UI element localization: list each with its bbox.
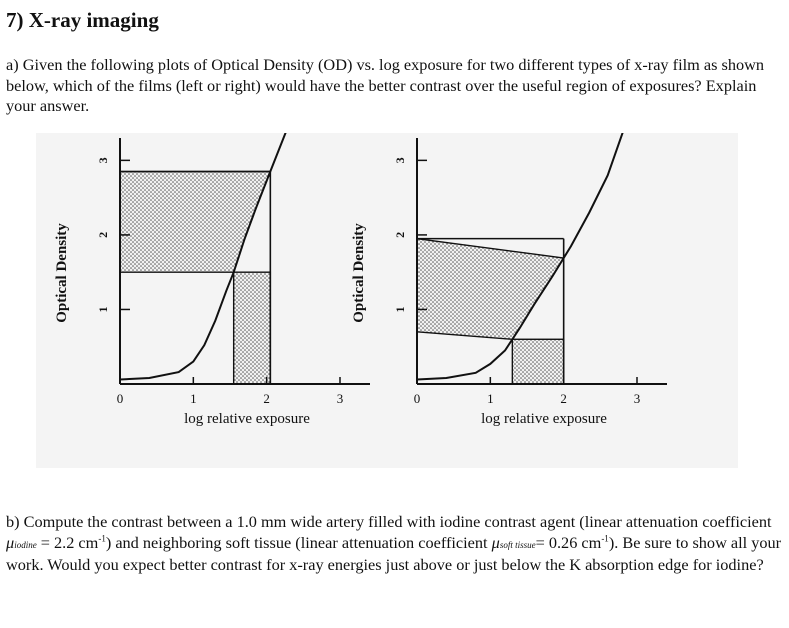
right-exposure-range-band: [511, 338, 565, 385]
right-x-axis-label: log relative exposure: [481, 411, 607, 427]
left-y-axis-label: Optical Density: [54, 223, 70, 323]
left-panel: 0 1 2 3 1 2 3 log relative exposure Optical Dens…: [54, 133, 370, 427]
left-y-tick-label: 3: [96, 157, 110, 163]
left-y-tick-label: 1: [96, 306, 110, 312]
question-title: 7) X-ray imaging: [6, 8, 159, 32]
right-y-axis-label: Optical Density: [351, 223, 367, 323]
part-a-text: a) Given the following plots of Optical …: [6, 55, 782, 117]
left-exposure-range-band: [232, 271, 272, 385]
right-x-tick-label: 1: [487, 391, 494, 406]
part-a-label: a): [6, 55, 19, 74]
right-y-tick-label: 2: [393, 232, 407, 238]
right-panel: 0 1 2 3 1 2 3 log relative exposure Optical Dens…: [351, 133, 667, 427]
left-y-tick-label: 2: [96, 232, 110, 238]
part-b-text-2: = 2.2 cm: [36, 532, 99, 552]
right-od-curve: [416, 133, 624, 381]
unit-superscript-1: -1: [98, 533, 106, 544]
left-x-tick-label: 3: [337, 391, 344, 406]
left-x-tick-label: 0: [117, 391, 124, 406]
part-a-body: Given the following plots of Optical Den…: [6, 55, 764, 115]
mu-soft-tissue-symbol: μ: [491, 532, 500, 552]
left-x-axis-label: log relative exposure: [184, 411, 310, 427]
right-y-tick-label: 1: [393, 306, 407, 312]
part-b-text-4: = 0.26 cm: [535, 532, 602, 552]
mu-iodine-symbol: μ: [6, 532, 15, 552]
od-vs-exposure-figure: 0 1 2 3 1 2 3 log relative exposure Optical Dens…: [36, 133, 738, 468]
part-b-label: b): [6, 512, 20, 531]
right-y-tick-label: 3: [393, 157, 407, 163]
right-x-tick-label: 2: [560, 391, 567, 406]
mu-soft-tissue-subscript: soft tissue: [499, 539, 536, 550]
part-b-text: b) Compute the contrast between a 1.0 mm…: [6, 512, 782, 576]
part-b-text-3: ) and neighboring soft tissue (linear at…: [105, 532, 492, 552]
left-od-curve: [119, 133, 287, 381]
mu-iodine-subscript: iodine: [14, 539, 37, 550]
left-x-tick-label: 1: [190, 391, 197, 406]
part-b-text-1: Compute the contrast between a 1.0 mm wi…: [23, 512, 772, 531]
od-curves-svg: 0 1 2 3 1 2 3 log relative exposure Optical Dens…: [36, 133, 738, 468]
left-x-tick-label: 2: [263, 391, 270, 406]
unit-superscript-2: -1: [601, 533, 609, 544]
part-b-text-5: ). Be sure to show all your work. Would …: [6, 532, 782, 575]
right-x-tick-label: 0: [414, 391, 421, 406]
right-x-tick-label: 3: [634, 391, 641, 406]
